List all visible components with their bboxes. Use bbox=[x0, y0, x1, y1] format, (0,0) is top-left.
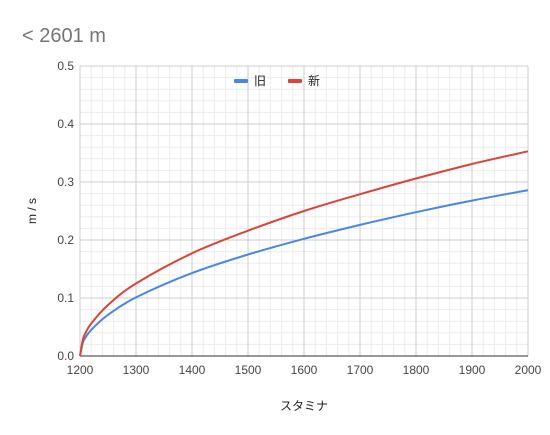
legend-swatch bbox=[288, 79, 302, 83]
x-tick-label: 1900 bbox=[459, 363, 486, 377]
x-tick-label: 1800 bbox=[403, 363, 430, 377]
y-tick-label: 0.1 bbox=[57, 291, 74, 305]
y-tick-label: 0.0 bbox=[57, 349, 74, 363]
y-tick-label: 0.4 bbox=[57, 117, 74, 131]
y-tick-label: 0.3 bbox=[57, 175, 74, 189]
legend-label: 新 bbox=[308, 73, 320, 88]
series-line-新 bbox=[79, 150, 529, 357]
legend-swatch bbox=[234, 79, 248, 83]
x-axis-label: スタミナ bbox=[280, 399, 328, 413]
legend: 旧新 bbox=[234, 73, 320, 88]
x-tick-label: 1400 bbox=[179, 363, 206, 377]
x-tick-label: 1700 bbox=[347, 363, 374, 377]
x-tick-label: 1300 bbox=[123, 363, 150, 377]
x-tick-label: 1200 bbox=[67, 363, 94, 377]
series-line-旧 bbox=[79, 189, 529, 357]
chart-title: < 2601 m bbox=[22, 25, 106, 47]
y-tick-label: 0.5 bbox=[57, 59, 74, 73]
y-tick-label: 0.2 bbox=[57, 233, 74, 247]
legend-label: 旧 bbox=[254, 74, 266, 88]
y-axis-tick-labels: 0.0 0.1 0.2 0.3 0.4 0.5 bbox=[57, 59, 74, 363]
x-tick-label: 1500 bbox=[235, 363, 262, 377]
x-tick-label: 2000 bbox=[515, 363, 542, 377]
x-tick-label: 1600 bbox=[291, 363, 318, 377]
x-axis-tick-labels: 1200 1300 1400 1500 1600 1700 1800 1900 2000 bbox=[67, 363, 542, 377]
y-axis-label: m / s bbox=[25, 198, 39, 224]
series-lines bbox=[79, 150, 529, 357]
